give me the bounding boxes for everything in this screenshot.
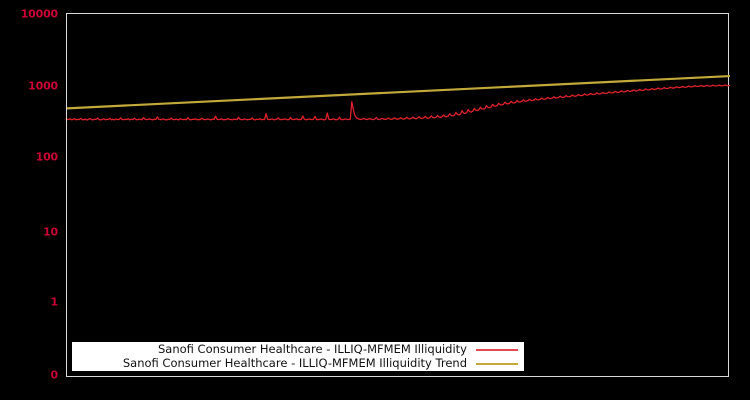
y-tick-label-0: 0 (50, 368, 59, 382)
red-line-swatch-icon (476, 345, 518, 355)
legend-label-illiquidity: Sanofi Consumer Healthcare - ILLIQ-MFMEM… (157, 342, 467, 356)
y-tick-label-1: 1 (50, 295, 59, 309)
legend-label-illiquidity-trend: Sanofi Consumer Healthcare - ILLIQ-MFMEM… (122, 356, 467, 370)
plot-svg (67, 74, 730, 121)
trend-line-swatch-icon (476, 359, 518, 369)
y-tick-label-10000: 10000 (20, 7, 58, 21)
chart-legend: Sanofi Consumer Healthcare - ILLIQ-MFMEM… (71, 341, 525, 372)
y-axis: 10000 1000 100 10 1 0 (0, 0, 66, 400)
y-tick-label-100: 100 (35, 150, 59, 164)
y-tick-label-10: 10 (43, 225, 58, 239)
trend-line-series (67, 74, 730, 110)
illiquidity-line-series (67, 84, 730, 121)
y-tick-label-1000: 1000 (28, 79, 58, 93)
legend-item-illiquidity: Sanofi Consumer Healthcare - ILLIQ-MFMEM… (72, 343, 524, 357)
legend-item-illiquidity-trend: Sanofi Consumer Healthcare - ILLIQ-MFMEM… (72, 357, 524, 371)
plot-area (66, 13, 730, 377)
